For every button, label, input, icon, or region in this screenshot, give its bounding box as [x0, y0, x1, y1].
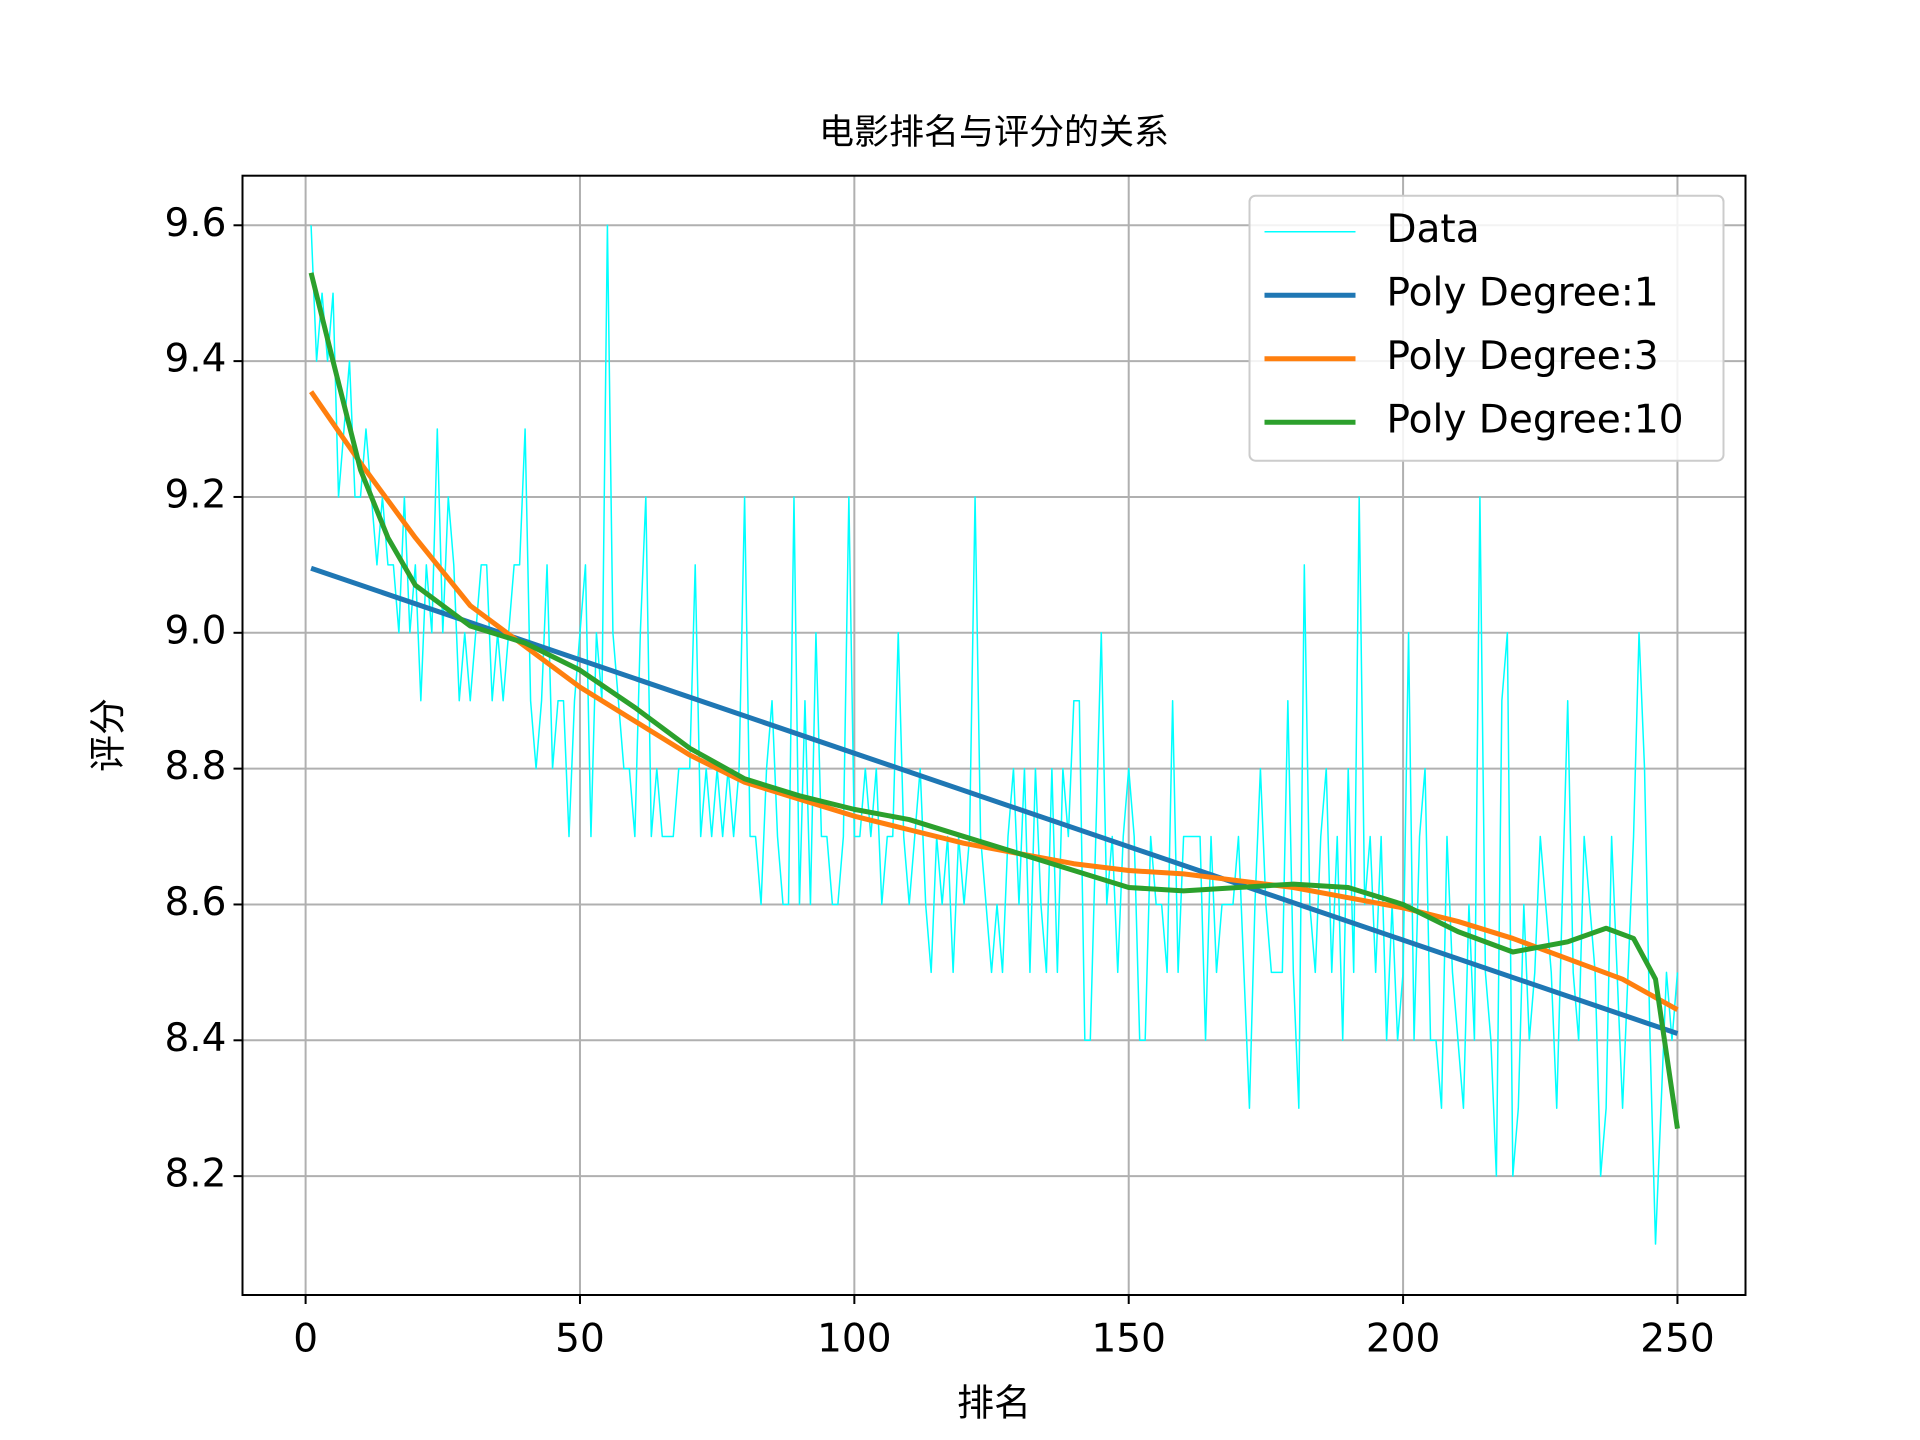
- series-line: [308, 272, 1680, 1129]
- series-line: [310, 565, 1679, 1036]
- legend: Data Poly Degree:1 Poly Degree:3 Poly Degre…: [1248, 194, 1725, 462]
- x-tick-label: 250: [1640, 1317, 1714, 1362]
- y-tick-label: 9.6: [164, 201, 226, 246]
- y-tick-label: 9.0: [164, 608, 226, 653]
- ticks: 0 50 100 150 200 250 8.2 8.4 8.6 8.8 9.0 9.2 9.4 9.6: [164, 201, 1714, 1362]
- x-tick-label: 0: [293, 1317, 318, 1362]
- chart-title: 电影排名与评分的关系: [819, 113, 1169, 153]
- legend-label: Poly Degree:3: [1387, 334, 1659, 379]
- x-axis-label: 排名: [957, 1382, 1031, 1425]
- x-tick-label: 50: [555, 1317, 605, 1362]
- y-tick-label: 8.4: [164, 1016, 226, 1061]
- series-line: [310, 224, 1679, 1245]
- y-axis-label: 评分: [87, 698, 130, 772]
- y-tick-label: 8.8: [164, 744, 226, 789]
- axes-frame: [241, 174, 1747, 1297]
- y-tick-label: 8.6: [164, 880, 226, 925]
- x-tick-label: 200: [1366, 1317, 1440, 1362]
- legend-label: Data: [1387, 207, 1480, 252]
- x-tick-label: 150: [1091, 1317, 1165, 1362]
- legend-box: [1248, 194, 1725, 462]
- series-line: [309, 390, 1679, 1012]
- grid: [242, 175, 1746, 1295]
- legend-label: Poly Degree:1: [1387, 271, 1659, 316]
- y-tick-label: 8.2: [164, 1152, 226, 1197]
- y-tick-label: 9.4: [164, 337, 226, 382]
- y-tick-label: 9.2: [164, 472, 226, 517]
- legend-label: Poly Degree:10: [1387, 398, 1684, 443]
- plot-area: [308, 224, 1680, 1245]
- x-tick-label: 100: [817, 1317, 891, 1362]
